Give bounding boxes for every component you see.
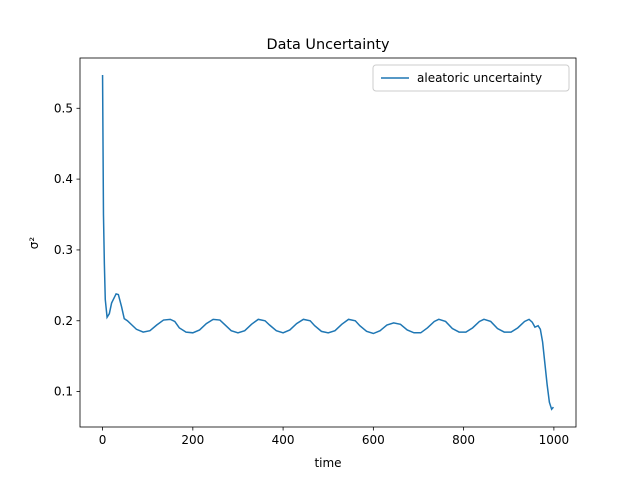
plot-frame — [79, 57, 577, 428]
x-tick-label: 800 — [452, 433, 475, 447]
chart-title: Data Uncertainty — [266, 37, 389, 53]
y-tick-label: 0.3 — [54, 243, 73, 257]
x-tick-label: 600 — [362, 433, 385, 447]
x-tick-label: 400 — [272, 433, 295, 447]
legend-label: aleatoric uncertainty — [417, 71, 542, 85]
y-axis-label: σ² — [27, 237, 41, 250]
y-tick-label: 0.4 — [54, 172, 73, 186]
y-tick-label: 0.2 — [54, 314, 73, 328]
x-tick-label: 1000 — [539, 433, 570, 447]
y-tick-label: 0.5 — [54, 101, 73, 115]
x-axis-label: time — [314, 456, 341, 470]
x-tick-label: 0 — [99, 433, 107, 447]
x-tick-label: 200 — [181, 433, 204, 447]
legend-box — [372, 64, 570, 92]
y-tick-label: 0.1 — [54, 385, 73, 399]
line — [101, 74, 555, 411]
